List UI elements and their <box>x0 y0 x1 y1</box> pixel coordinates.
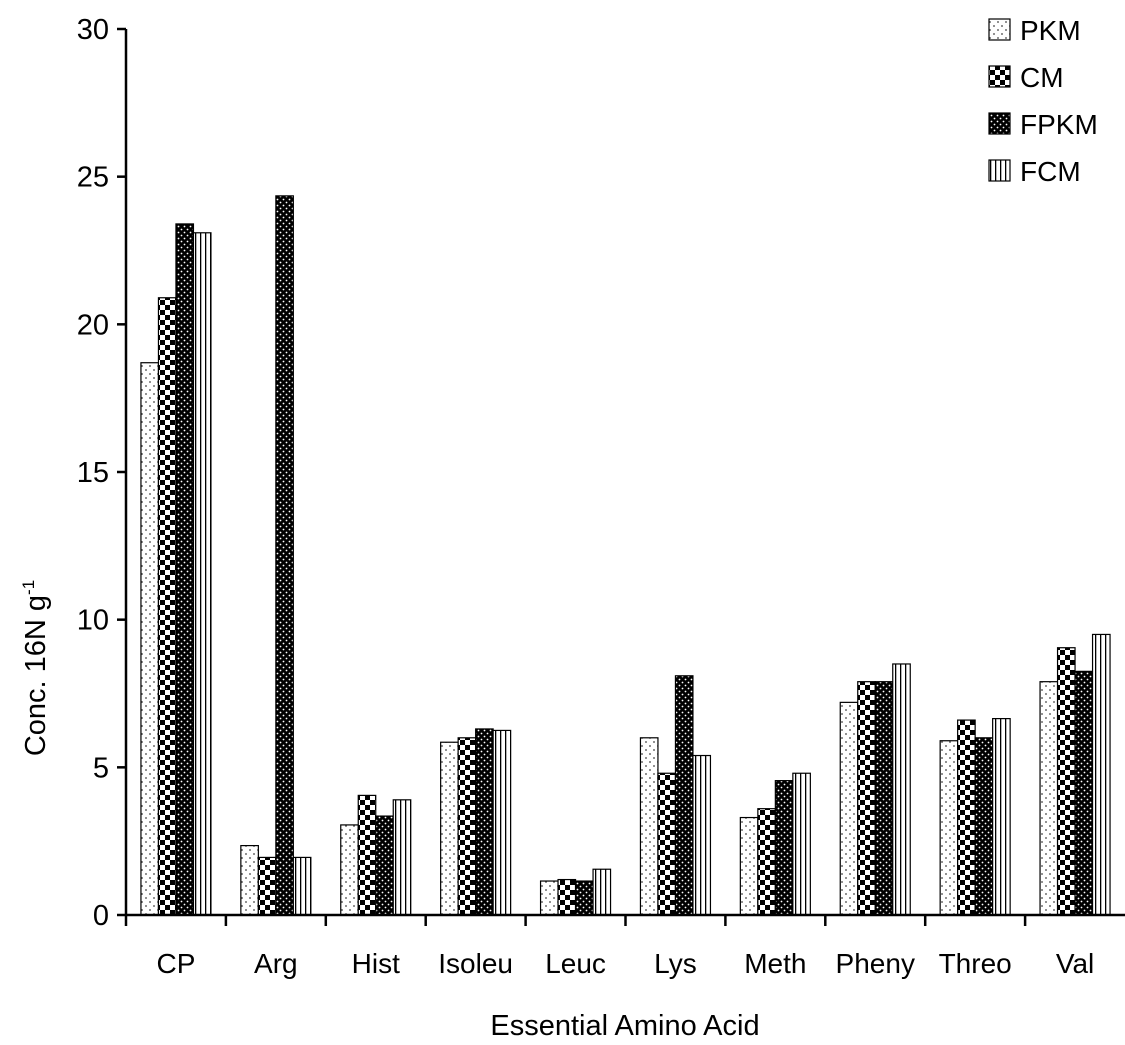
bar-fpkm-lys <box>674 675 694 916</box>
bar-cm-cp <box>157 297 177 916</box>
bar-cm-leuc <box>557 878 577 916</box>
y-tick-layer: 0 5 10 15 20 25 30 <box>77 14 126 932</box>
bar-fpkm-meth <box>774 780 794 916</box>
bar-pkm-meth <box>739 816 759 916</box>
bar-cm-threo <box>957 719 976 916</box>
x-tick-label: Pheny <box>836 948 915 979</box>
bar-fpkm-arg <box>275 195 294 916</box>
bar-cm-pheny <box>857 681 876 916</box>
bar-pkm-cp <box>140 362 160 916</box>
y-axis-title: Conc. 16N g-1 <box>19 580 52 756</box>
y-tick-label: 30 <box>77 14 109 46</box>
x-tick-label: Isoleu <box>438 948 513 979</box>
legend-label-fcm: FCM <box>1020 156 1081 187</box>
bar-fcm-leuc <box>592 868 612 916</box>
legend: PKM CM FPKM FCM <box>988 15 1098 187</box>
x-tick-label: Arg <box>254 948 298 979</box>
bar-cm-isoleu <box>457 737 477 916</box>
y-tick-label: 5 <box>93 752 109 784</box>
legend-label-cm: CM <box>1020 62 1064 93</box>
bars-layer <box>140 195 1111 916</box>
x-tick-layer: CP Arg Hist Isoleu Leuc Lys Meth Pheny Threo Val <box>124 915 1094 979</box>
bar-pkm-hist <box>340 824 359 916</box>
legend-swatch-cm <box>988 65 1011 88</box>
bar-pkm-lys <box>639 737 659 916</box>
bar-fpkm-hist <box>375 815 394 916</box>
bar-pkm-leuc <box>539 880 559 916</box>
bar-pkm-threo <box>939 740 959 916</box>
bar-fcm-hist <box>392 799 412 916</box>
legend-swatch-fcm <box>988 159 1011 182</box>
y-tick-label: 10 <box>77 605 109 637</box>
bar-fcm-meth <box>792 772 811 916</box>
bar-fcm-isoleu <box>492 729 512 916</box>
legend-swatch-fpkm <box>988 112 1011 135</box>
y-axis-title-superscript: -1 <box>19 580 38 595</box>
bar-cm-arg <box>257 856 277 916</box>
bar-fcm-threo <box>992 718 1011 916</box>
bar-fcm-pheny <box>892 663 911 916</box>
legend-label-pkm: PKM <box>1020 15 1081 46</box>
bar-fpkm-val <box>1074 670 1094 916</box>
y-tick-label: 20 <box>77 309 109 341</box>
bar-fpkm-isoleu <box>475 728 494 916</box>
y-tick-label: 25 <box>77 162 109 194</box>
bar-fpkm-threo <box>974 737 994 916</box>
y-axis-title-main: Conc. 16N g <box>20 595 52 756</box>
legend-label-fpkm: FPKM <box>1020 109 1098 140</box>
bar-fpkm-cp <box>175 223 195 916</box>
bar-cm-hist <box>357 794 377 916</box>
x-axis-title: Essential Amino Acid <box>490 1010 759 1042</box>
y-tick-label: 0 <box>93 900 109 932</box>
x-tick-label: Val <box>1056 948 1094 979</box>
x-tick-label: Meth <box>744 948 806 979</box>
bar-pkm-val <box>1039 681 1059 916</box>
bar-pkm-arg <box>240 844 259 916</box>
bar-cm-lys <box>657 772 677 916</box>
x-tick-label: Lys <box>654 948 697 979</box>
bar-fcm-arg <box>292 856 312 916</box>
bar-fpkm-leuc <box>574 880 594 916</box>
y-tick-label: 15 <box>77 457 109 489</box>
bar-pkm-isoleu <box>440 741 459 916</box>
bar-fpkm-pheny <box>874 681 894 916</box>
bar-pkm-pheny <box>839 701 859 916</box>
x-tick-label: Threo <box>939 948 1012 979</box>
x-tick-label: Leuc <box>545 948 606 979</box>
legend-swatch-pkm <box>988 18 1011 41</box>
x-tick-label: Hist <box>352 948 400 979</box>
bar-fcm-lys <box>692 754 712 916</box>
x-tick-label: CP <box>156 948 195 979</box>
bar-cm-val <box>1056 647 1076 916</box>
bar-fcm-val <box>1091 633 1111 916</box>
bar-fcm-cp <box>192 232 212 916</box>
bar-cm-meth <box>757 808 776 916</box>
